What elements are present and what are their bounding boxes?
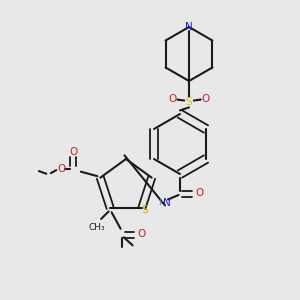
Text: O: O (57, 164, 65, 174)
Text: O: O (137, 229, 146, 239)
Text: N: N (185, 22, 193, 32)
Text: S: S (186, 97, 192, 107)
Text: O: O (201, 94, 210, 104)
Text: CH₃: CH₃ (88, 223, 105, 232)
Text: S: S (141, 205, 148, 215)
Text: N: N (163, 197, 171, 208)
Text: O: O (195, 188, 204, 199)
Text: H: H (159, 198, 165, 207)
Text: O: O (69, 147, 77, 157)
Text: O: O (168, 94, 177, 104)
